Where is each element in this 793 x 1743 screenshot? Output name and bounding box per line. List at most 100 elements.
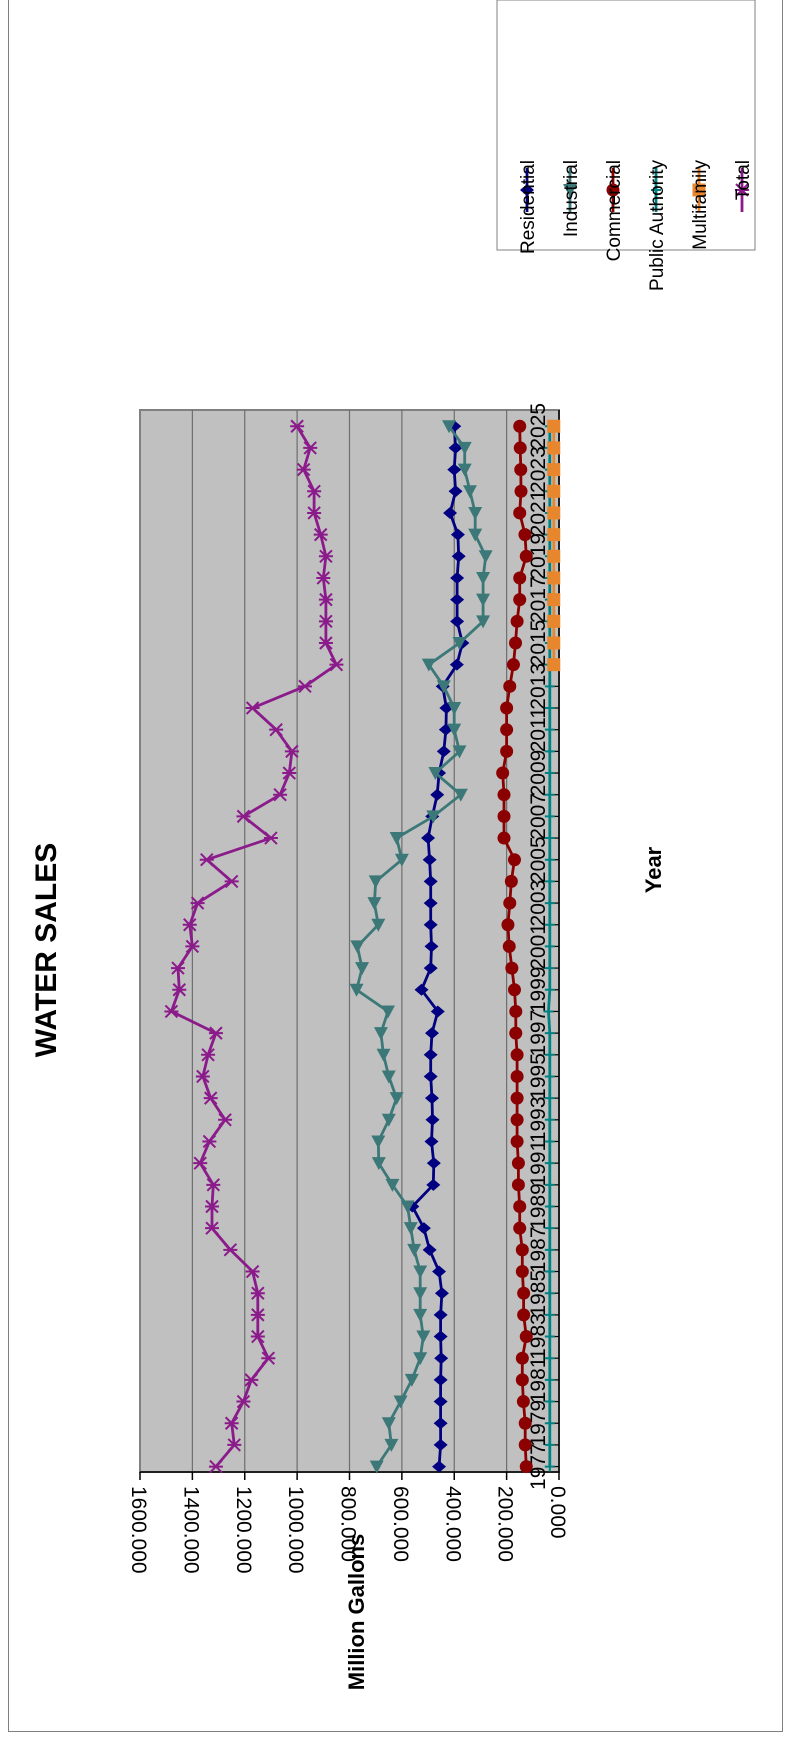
data-point-industrial xyxy=(468,506,483,520)
data-point-public-authority xyxy=(544,984,555,995)
data-point-total xyxy=(206,1178,221,1192)
data-point-public-authority xyxy=(544,1223,555,1234)
data-point-residential xyxy=(448,485,463,498)
x-tick-label: 2005 xyxy=(527,836,550,883)
data-point-commercial xyxy=(515,1243,529,1257)
data-point-total xyxy=(224,874,239,889)
data-point-total xyxy=(236,809,251,824)
data-point-commercial xyxy=(513,506,527,520)
data-point-industrial xyxy=(349,983,364,997)
legend-label-public-authority: Public Authority xyxy=(647,160,668,291)
data-point-multifamily xyxy=(547,549,561,563)
data-point-total xyxy=(201,1048,216,1062)
data-point-total xyxy=(273,787,288,802)
x-tick-label: 1995 xyxy=(527,1053,550,1100)
data-point-residential xyxy=(414,983,429,996)
data-point-industrial xyxy=(413,1352,428,1366)
data-point-public-authority xyxy=(544,876,555,887)
data-point-total xyxy=(316,571,331,585)
data-point-total xyxy=(282,766,297,780)
x-tick-label: 2009 xyxy=(527,750,550,797)
data-point-public-authority xyxy=(544,1331,555,1342)
x-tick-label: 1989 xyxy=(527,1183,550,1230)
y-tick-label: 200.000 xyxy=(494,1486,517,1562)
data-point-commercial xyxy=(510,1134,524,1148)
data-point-total xyxy=(263,831,278,845)
data-point-industrial xyxy=(478,550,493,564)
data-point-industrial xyxy=(428,767,443,781)
data-point-multifamily xyxy=(547,593,561,607)
data-point-total xyxy=(318,549,333,564)
x-tick-label: 1999 xyxy=(527,966,550,1013)
legend-swatch-marker xyxy=(606,183,620,197)
data-point-public-authority xyxy=(544,681,555,692)
data-point-commercial xyxy=(518,528,532,542)
y-tick-label: 1600.000 xyxy=(127,1486,150,1574)
data-point-industrial xyxy=(381,1070,396,1084)
data-point-total xyxy=(202,1134,217,1149)
data-point-residential xyxy=(433,1308,448,1321)
data-point-industrial xyxy=(476,571,491,585)
legend-label-multifamily: Multifamily xyxy=(690,160,711,250)
data-point-commercial xyxy=(513,419,527,433)
data-point-total xyxy=(193,1156,208,1170)
data-point-residential xyxy=(430,1005,445,1018)
data-point-public-authority xyxy=(544,1049,555,1060)
data-point-industrial xyxy=(462,485,477,499)
data-point-total xyxy=(203,1091,218,1105)
data-point-multifamily xyxy=(547,528,561,542)
x-tick-label: 2023 xyxy=(527,446,550,493)
data-point-residential xyxy=(433,1395,448,1408)
data-point-residential xyxy=(432,1265,447,1278)
y-axis-label: Million Gallons xyxy=(344,1534,369,1690)
y-tick-label: 1200.000 xyxy=(232,1486,255,1574)
series-total xyxy=(164,419,344,1474)
data-point-commercial xyxy=(519,1330,533,1344)
data-point-public-authority xyxy=(544,1461,555,1472)
data-point-public-authority xyxy=(544,1439,555,1450)
data-point-commercial xyxy=(497,809,511,823)
legend-item-total: Total xyxy=(733,160,754,212)
data-point-commercial xyxy=(516,1395,530,1409)
data-point-total xyxy=(185,939,200,954)
data-point-industrial xyxy=(407,1243,422,1257)
data-point-commercial xyxy=(502,939,516,953)
data-point-industrial xyxy=(371,918,386,932)
data-point-commercial xyxy=(513,593,527,607)
x-tick-label: 1985 xyxy=(527,1270,550,1317)
data-point-industrial xyxy=(447,723,462,737)
chart-title: WATER SALES xyxy=(30,843,63,1057)
data-point-industrial xyxy=(385,1178,400,1192)
data-point-public-authority xyxy=(544,724,555,735)
data-point-residential xyxy=(423,1070,438,1083)
data-point-residential xyxy=(426,1157,441,1170)
data-point-industrial xyxy=(413,1308,428,1322)
legend-item-public-authority: Public Authority xyxy=(647,160,668,291)
data-point-industrial xyxy=(389,832,404,846)
data-point-public-authority xyxy=(544,1093,555,1104)
data-point-total xyxy=(199,853,214,867)
y-tick-label: 600.000 xyxy=(389,1486,412,1562)
data-point-commercial xyxy=(513,571,527,585)
data-point-multifamily xyxy=(547,614,561,628)
y-tick-labels: 0.000 200.000 400.000 600.000 800.000 1000.00… xyxy=(127,1486,569,1574)
data-point-industrial xyxy=(380,1005,395,1019)
data-point-total xyxy=(307,484,322,498)
data-point-industrial xyxy=(457,463,472,477)
legend: Residential Industrial Commercial Public Au… xyxy=(496,0,756,291)
x-tick-label: 2017 xyxy=(527,576,550,623)
data-point-residential xyxy=(423,897,438,910)
data-point-commercial xyxy=(504,874,518,888)
data-point-industrial xyxy=(452,636,467,650)
data-point-multifamily xyxy=(547,484,561,498)
data-point-residential xyxy=(422,1243,437,1256)
data-point-total xyxy=(182,918,197,932)
legend-label-residential: Residential xyxy=(518,160,539,254)
data-point-residential xyxy=(423,962,438,975)
data-point-industrial xyxy=(371,1157,386,1171)
legend-swatch-marker xyxy=(651,185,661,195)
data-point-industrial xyxy=(367,897,382,911)
x-tick-label: 2013 xyxy=(527,663,550,710)
data-point-public-authority xyxy=(544,941,555,952)
data-point-total xyxy=(244,1373,259,1387)
